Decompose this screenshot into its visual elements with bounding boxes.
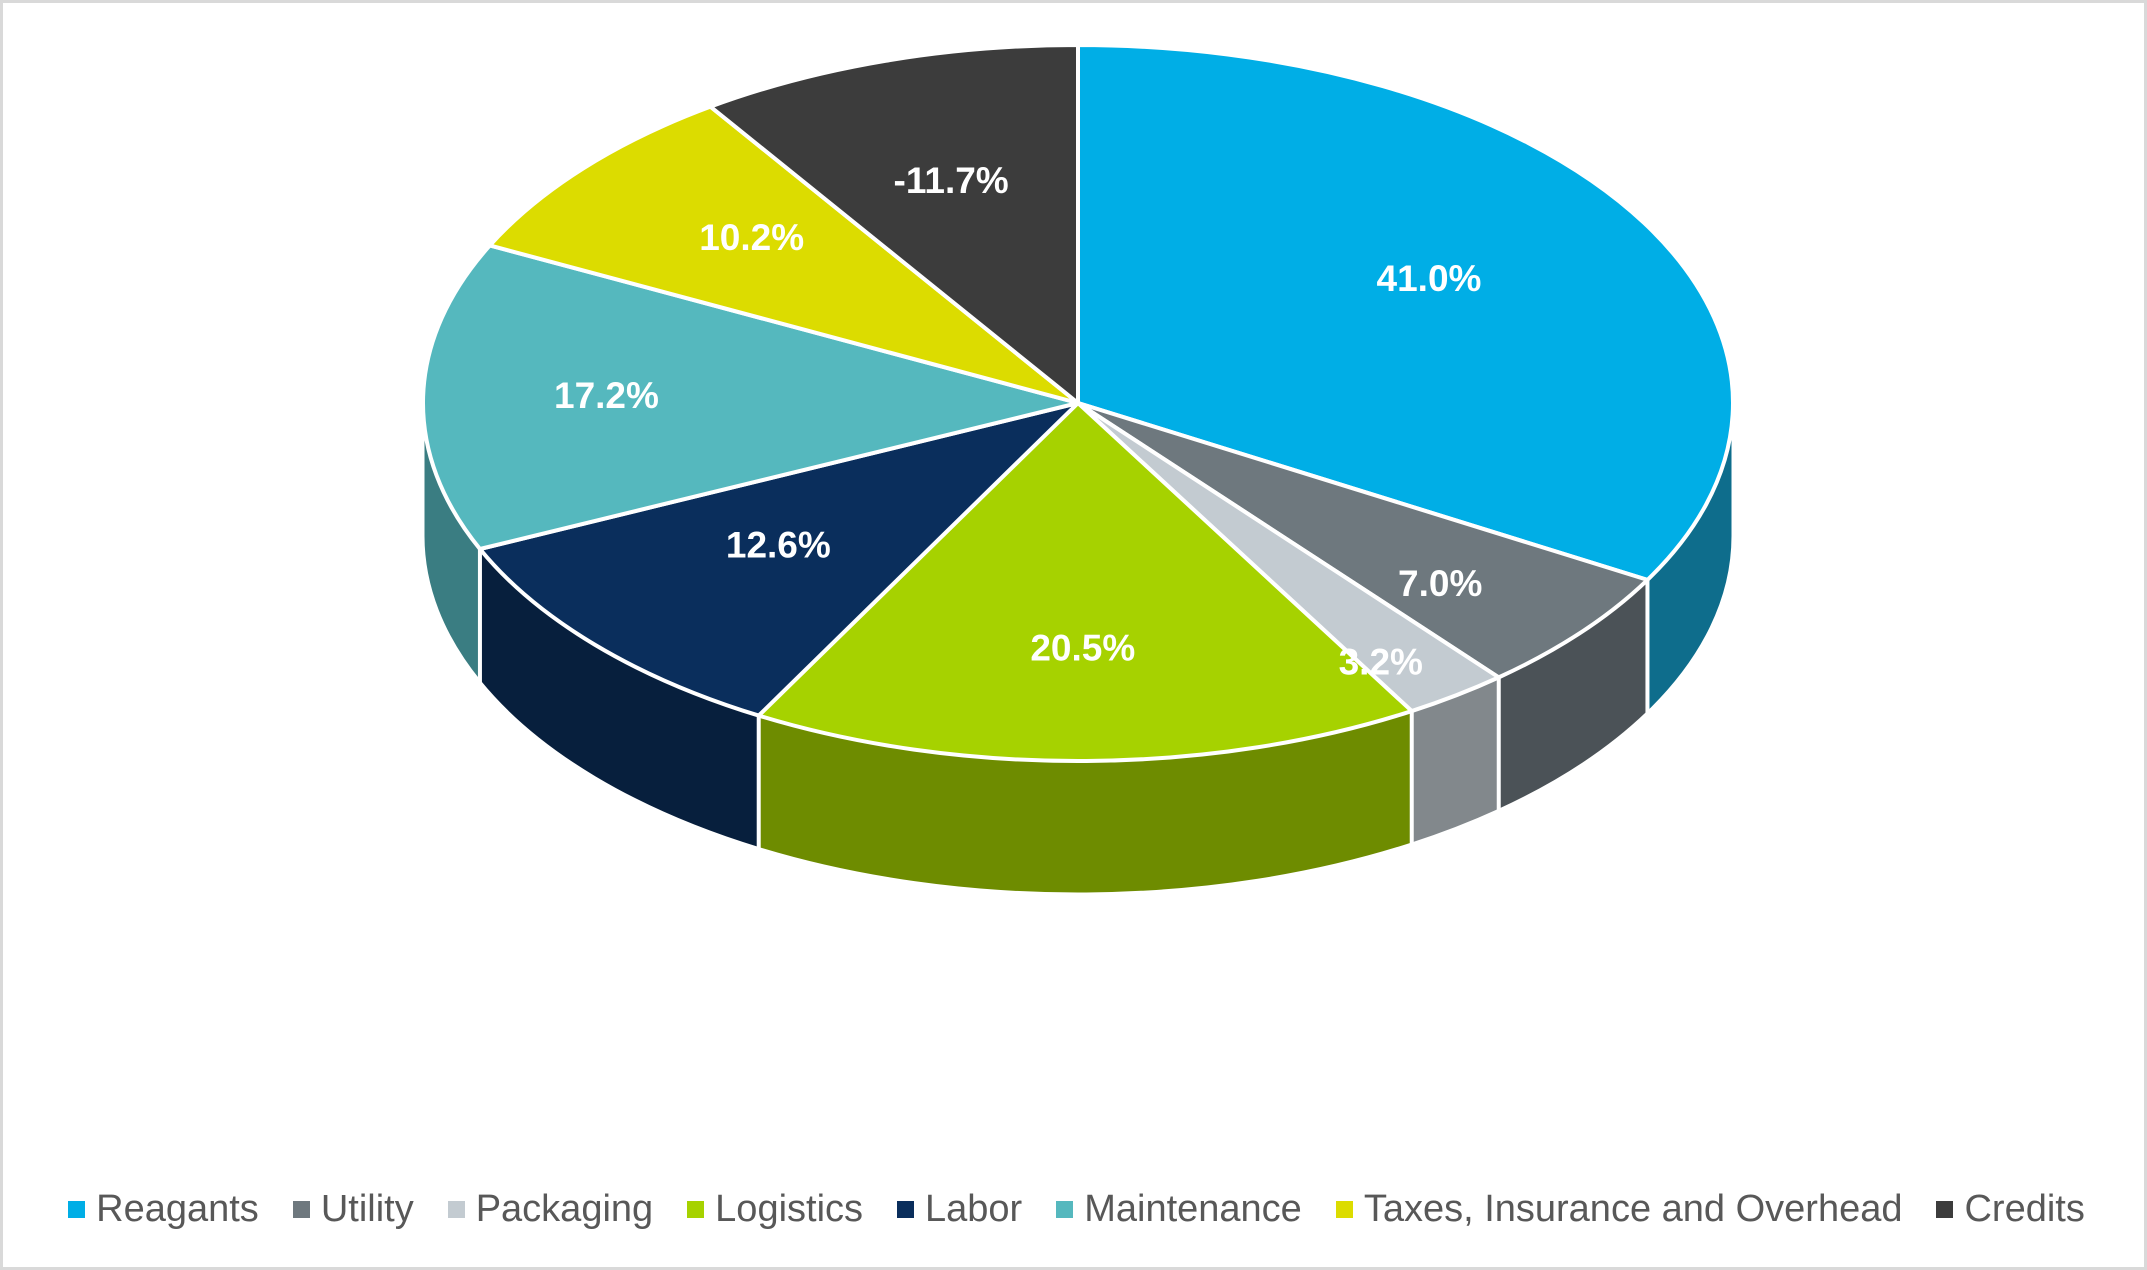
legend-item-label: Taxes, Insurance and Overhead — [1363, 1188, 1903, 1230]
pie-slice-label: 10.2% — [699, 217, 804, 258]
pie-slice-label: 20.5% — [1030, 627, 1135, 668]
legend-item-label: Credits — [1964, 1188, 2085, 1230]
pie-top-faces — [421, 43, 1735, 763]
legend-swatch-icon — [292, 1201, 310, 1218]
pie-slice-label: 17.2% — [554, 375, 659, 416]
pie-chart-area: 41.0% 7.0% 3.2% 20.5% 12.6% 17.2% 10.2% -11.7% — [3, 3, 2147, 1143]
legend-item-label: Utility — [320, 1188, 414, 1230]
pie-slice[interactable] — [1076, 401, 1650, 680]
legend-item[interactable]: Labor — [897, 1188, 1022, 1231]
legend-item-label: Packaging — [475, 1188, 654, 1230]
pie-slice-label: 3.2% — [1339, 642, 1423, 683]
legend-swatch-icon — [68, 1201, 86, 1218]
pie-slice[interactable] — [421, 243, 1080, 551]
pie-chart-svg[interactable]: 41.0% 7.0% 3.2% 20.5% 12.6% 17.2% 10.2% -11.7% — [3, 3, 2147, 1143]
legend-item-label: Logistics — [715, 1188, 864, 1230]
pie-slice[interactable] — [487, 104, 1080, 405]
legend-item[interactable]: Taxes, Insurance and Overhead — [1335, 1188, 1903, 1231]
legend-item[interactable]: Logistics — [687, 1188, 863, 1231]
chart-legend: Reagants Utility Packaging Logistics Labor Ma… — [3, 1188, 2147, 1231]
legend-item[interactable]: Maintenance — [1056, 1188, 1302, 1231]
pie-3d-sides — [421, 402, 1735, 896]
legend-item-label: Maintenance — [1084, 1188, 1302, 1230]
pie-slice[interactable] — [756, 401, 1414, 763]
legend-swatch-icon — [687, 1201, 705, 1218]
pie-data-labels: 41.0% 7.0% 3.2% 20.5% 12.6% 17.2% 10.2% -11.7% — [554, 160, 1482, 683]
pie-slice[interactable] — [708, 43, 1080, 405]
legend-item[interactable]: Utility — [292, 1188, 414, 1231]
legend-swatch-icon — [447, 1201, 465, 1218]
pie-slice-label: 7.0% — [1398, 563, 1482, 604]
pie-slice[interactable] — [477, 401, 1080, 718]
pie-slice[interactable] — [1076, 43, 1735, 582]
pie-slice-label: 12.6% — [726, 525, 831, 566]
legend-item[interactable]: Credits — [1936, 1188, 2085, 1231]
legend-swatch-icon — [1056, 1201, 1074, 1218]
pie-slice-label: 41.0% — [1377, 258, 1482, 299]
legend-item[interactable]: Packaging — [447, 1188, 654, 1231]
legend-item[interactable]: Reagants — [68, 1188, 259, 1231]
pie-slice-label: -11.7% — [894, 160, 1009, 201]
legend-item-label: Reagants — [96, 1188, 259, 1230]
legend-swatch-icon — [897, 1201, 915, 1218]
legend-swatch-icon — [1335, 1201, 1353, 1218]
legend-item-label: Labor — [925, 1188, 1023, 1230]
legend-swatch-icon — [1936, 1201, 1954, 1218]
